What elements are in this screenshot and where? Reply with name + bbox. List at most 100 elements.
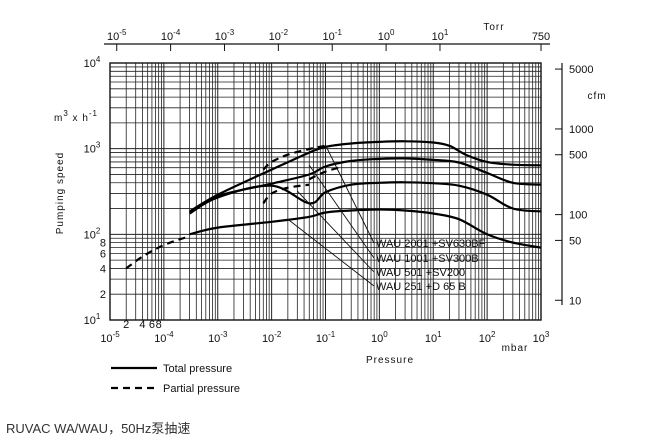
legend-total-label: Total pressure [163,363,232,375]
y-unit-unit_base: m [54,113,63,124]
y-tick-label-base: 10 [84,315,96,327]
series-leader-line [308,165,375,259]
torr-tick-label-base: 10 [215,31,227,43]
cfm-tick-label: 1000 [569,124,593,136]
series-lines [125,140,542,270]
y-tick-label-exp: 4 [96,55,101,64]
torr-tick-label: 10-1 [323,28,343,43]
series-leader-line [325,144,375,244]
x-tick-label-base: 10 [316,333,328,345]
torr-tick-label-exp: -4 [173,28,181,37]
x-tick-label-base: 10 [533,333,545,345]
x-tick-label-exp: -1 [328,330,336,339]
series-total-line [189,157,542,214]
y-tick-label-base: 10 [84,144,96,156]
series-label: WAU 1001 +SV300B [376,253,479,265]
figure-caption: RUVAC WA/WAU，50Hz泵抽速 [6,421,191,436]
x-minor-tick-label: 4 [139,319,145,331]
torr-tick-label: 10-4 [161,28,181,43]
x-tick-label-exp: 1 [437,330,442,339]
x-minor-tick-label: 2 [123,319,129,331]
x-tick-label-exp: 0 [383,330,388,339]
x-tick-label: 103 [533,330,550,345]
y-minor-tick-label: 8 [100,238,106,250]
y-tick-label: 102 [84,226,101,241]
torr-tick-label: 10-3 [215,28,235,43]
torr-tick-label: 10-2 [269,28,289,43]
y-unit-unit_exp2: -1 [89,109,98,118]
x-tick-label: 100 [371,330,388,345]
x-tick-label: 10-3 [208,330,228,345]
y-minor-tick-label: 2 [100,289,106,301]
torr-unit: Torr [483,22,504,33]
x-tick-label-base: 10 [154,333,166,345]
torr-tick-label-base: 10 [323,31,335,43]
series-partial-line [262,144,326,171]
torr-tick-label-exp: 0 [390,28,395,37]
torr-tick-label-exp: -3 [227,28,235,37]
torr-tick-label-base: 10 [269,31,281,43]
cfm-tick-label: 500 [569,150,587,162]
cfm-tick-label: 10 [569,295,581,307]
series-leader-line [297,190,375,273]
y-unit-unit_mid: x h [69,113,89,124]
x-tick-label: 10-5 [100,330,120,345]
series-label: WAU 251 +D 65 B [376,281,466,293]
y-axis-unit: m3 x h-1 [54,109,98,124]
x-axis-unit: mbar [502,343,529,354]
series-leader-lines [287,144,375,287]
x-tick-label-exp: -5 [113,330,121,339]
x-tick-label-exp: -4 [166,330,174,339]
series-total-line [189,140,542,213]
x-minor-tick-label: 8 [156,319,162,331]
x-tick-label-base: 10 [425,333,437,345]
cfm-tick-label: 100 [569,210,587,222]
torr-tick-label-base: 10 [432,31,444,43]
torr-tick-label-exp: -2 [281,28,289,37]
torr-tick-label-base: 10 [378,31,390,43]
series-leader-line [287,218,375,287]
cfm-unit: cfm [587,91,606,102]
x-tick-label: 10-2 [262,330,282,345]
plot-border [109,62,542,321]
x-axis-label: Pressure [366,355,414,366]
y-tick-label: 103 [84,141,101,156]
x-tick-label: 10-1 [316,330,336,345]
plot-frame [104,43,563,321]
series-partial-line [262,183,310,205]
torr-tick-label-base: 10 [107,31,119,43]
y-tick-label-base: 10 [84,58,96,70]
torr-tick-label: 100 [378,28,395,43]
series-label: WAU 501 +SV200 [376,267,465,279]
torr-tick-label-base: 10 [161,31,173,43]
x-tick-label-base: 10 [262,333,274,345]
y-tick-label: 101 [84,312,101,327]
torr-tick-label-exp: -1 [335,28,343,37]
x-minor-tick-label: 6 [149,319,155,331]
x-tick-label-exp: -3 [220,330,228,339]
series-partial-line [308,166,342,181]
x-tick-label-base: 10 [208,333,220,345]
x-tick-label-exp: 2 [491,330,496,339]
x-tick-label-exp: -2 [274,330,282,339]
x-tick-label: 102 [479,330,496,345]
legend-partial-label: Partial pressure [163,383,240,395]
legend: Total pressure Partial pressure [111,363,240,395]
cfm-tick-label: 5000 [569,64,593,76]
x-tick-label-exp: 3 [545,330,550,339]
y-tick-label: 104 [84,55,101,70]
cfm-tick-label: 50 [569,235,581,247]
series-total-line [189,181,542,215]
y-minor-tick-label: 4 [100,263,106,275]
y-unit-unit_exp1: 3 [63,109,68,118]
y-tick-label-exp: 3 [96,141,101,150]
x-tick-label-base: 10 [100,333,112,345]
x-tick-label: 101 [425,330,442,345]
torr-end-label: 750 [532,31,550,43]
y-tick-label-exp: 1 [96,312,101,321]
torr-tick-label: 101 [432,28,449,43]
x-tick-label: 10-4 [154,330,174,345]
x-tick-label-base: 10 [479,333,491,345]
